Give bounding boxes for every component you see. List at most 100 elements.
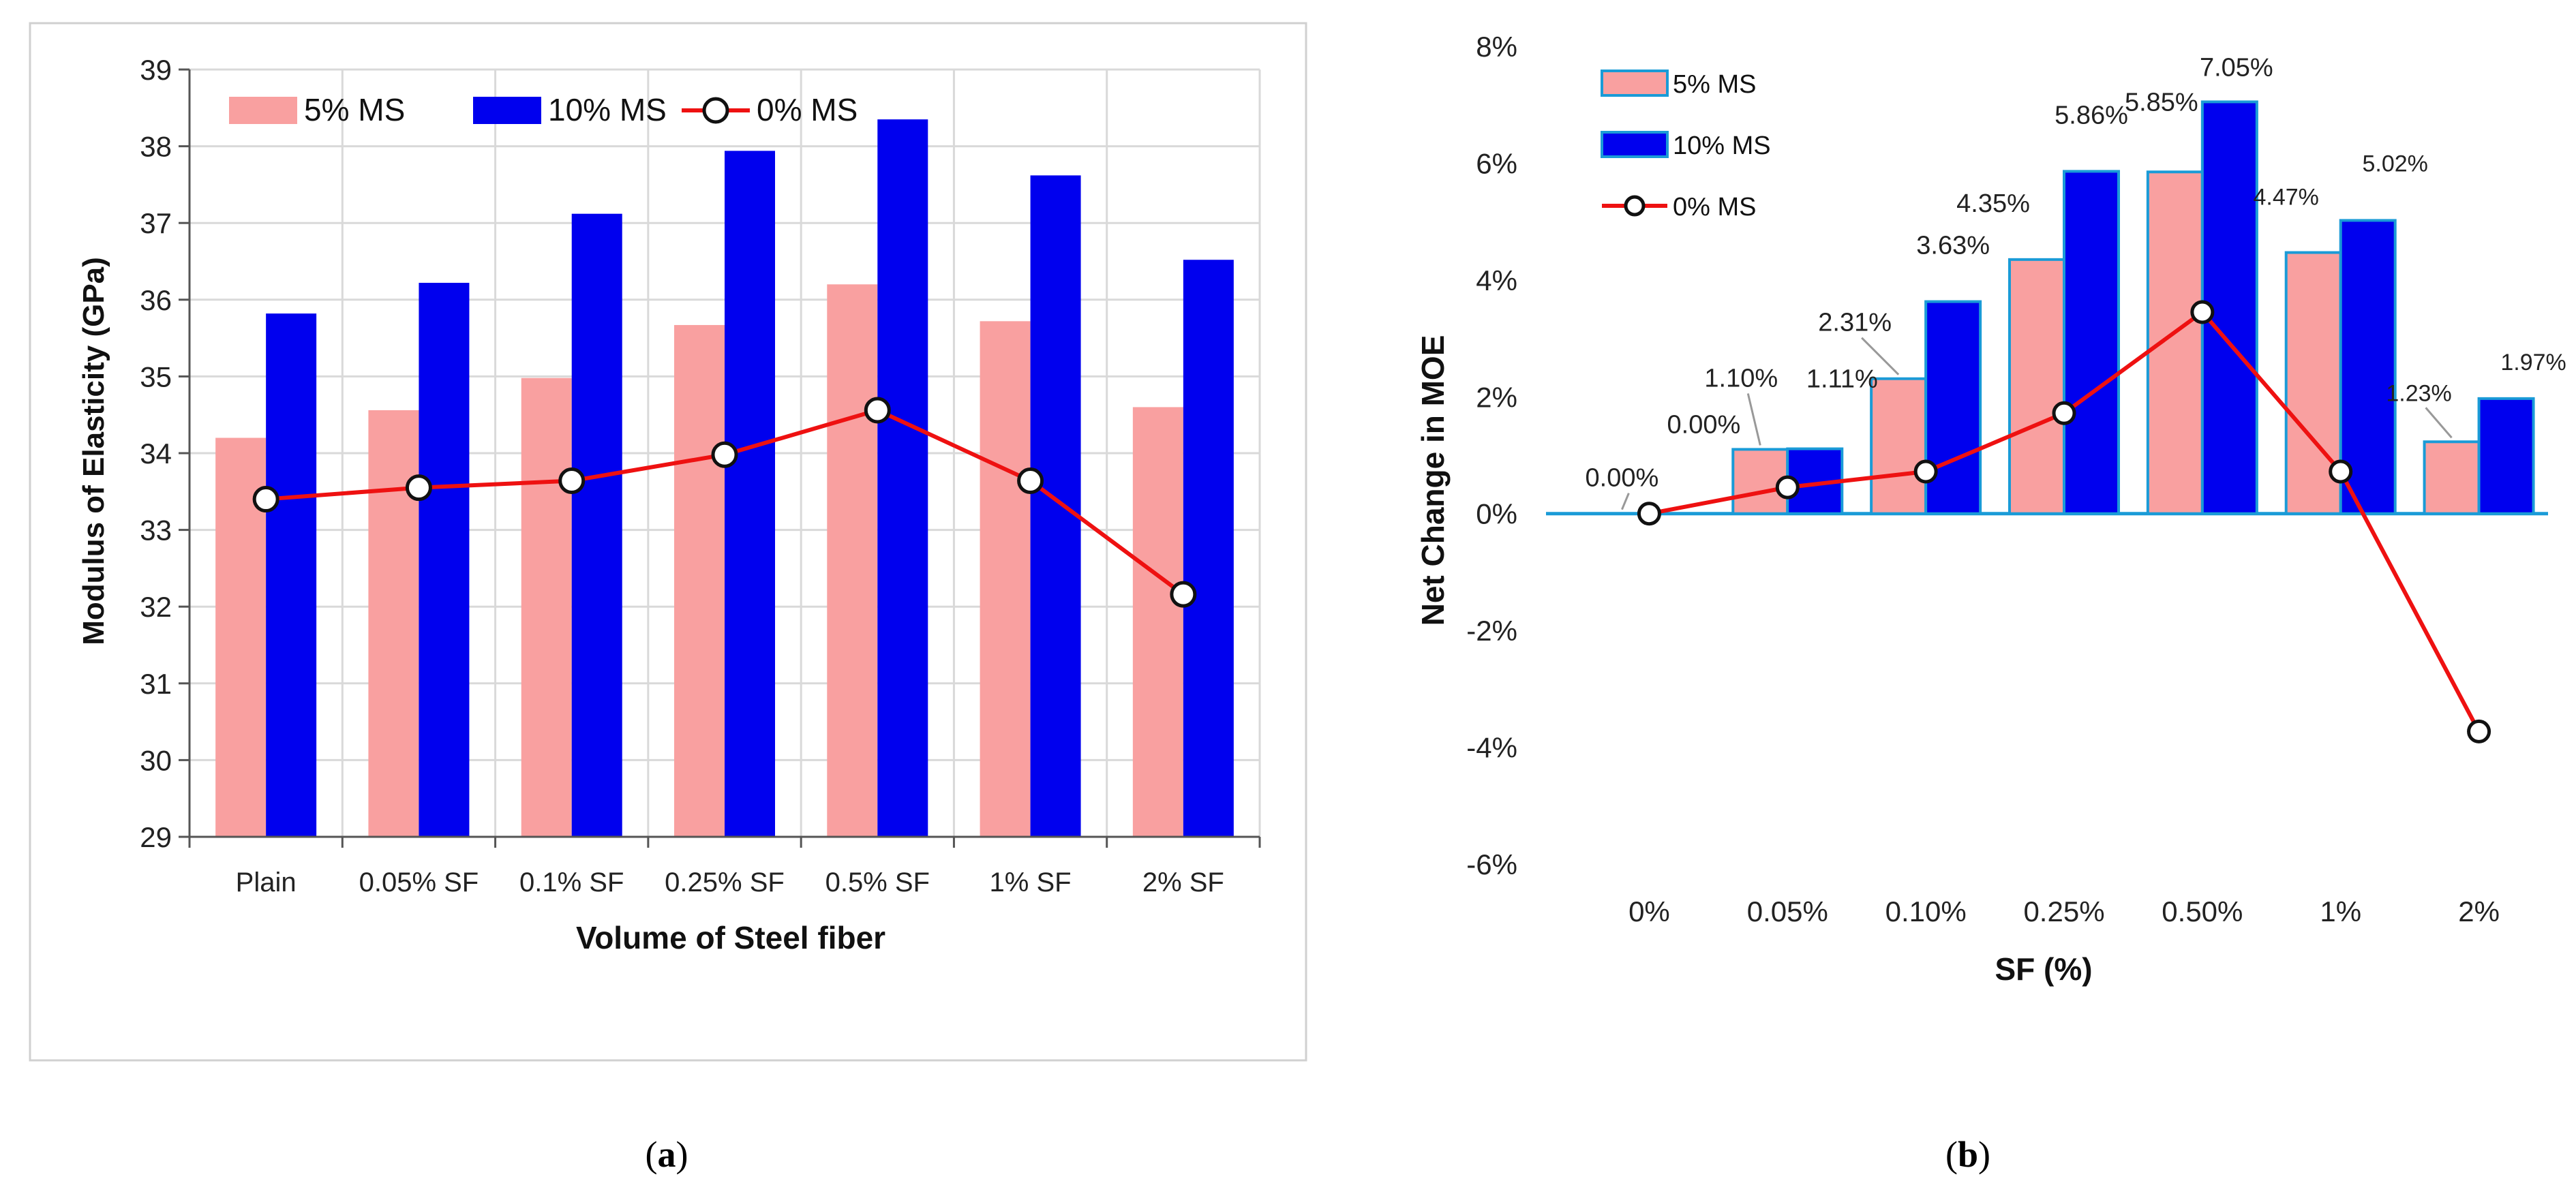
chart-b-data-label-5ms: 0.00% [1586, 464, 1659, 493]
chart-a-bar-10ms [419, 283, 470, 837]
chart-b-marker-0ms [2467, 719, 2491, 743]
chart-a-bar-10ms [571, 213, 622, 837]
chart-a-x-tick-label: 0.05% SF [359, 867, 479, 897]
caption-a-letter: a [658, 1134, 676, 1175]
chart-b-label-leader-5ms [1746, 393, 1761, 446]
chart-a-marker-0ms [252, 486, 279, 513]
chart-b-data-label-10ms: 7.05% [2200, 53, 2273, 82]
chart-a-bar-10ms [1030, 175, 1081, 837]
chart-b-y-tick-label: 4% [1476, 264, 1517, 296]
chart-a: 29 30 31 32 33 34 35 36 37 38 39 Plain 0.05% SF 0.1% … [77, 54, 1261, 955]
chart-a-x-tick-label: 0.25% SF [665, 867, 785, 897]
chart-b-y-tick-label: 0% [1476, 498, 1517, 530]
chart-b-x-tick-label: 0% [1628, 895, 1670, 927]
chart-b-x-tick-label: 0.25% [2023, 895, 2104, 927]
chart-b-x-tick-label: 2% [2458, 895, 2500, 927]
chart-a-x-tick-label: 0.1% SF [519, 867, 624, 897]
chart-a-y-axis-title: Modulus of Elasticity (GPa) [77, 257, 110, 645]
chart-b-marker-0ms [2190, 300, 2215, 324]
chart-b-legend: 5% MS 10% MS 0% MS [1601, 70, 1771, 221]
chart-a-legend-marker-0ms [702, 97, 729, 124]
chart-a-x-tick-label: 1% SF [990, 867, 1072, 897]
chart-a-legend-swatch-10ms [473, 97, 541, 124]
chart-a-frame [29, 22, 1307, 1062]
chart-a-x-tick-label: 2% SF [1142, 867, 1224, 897]
chart-a-y-tick-label: 36 [140, 284, 172, 316]
chart-b-label-leaders [1621, 337, 2453, 510]
chart-a-marker-0ms [558, 467, 586, 495]
chart-b-data-label-10ms: 1.97% [2500, 350, 2566, 375]
chart-b-bars [1731, 100, 2535, 515]
chart-b-legend-label-0ms: 0% MS [1673, 193, 1756, 221]
chart-b-label-leader-5ms [1621, 493, 1630, 510]
chart-a-bar-5ms [827, 284, 878, 837]
chart-b-bar-5ms [2146, 170, 2204, 515]
chart-b-y-tick-label: 6% [1476, 147, 1517, 179]
chart-b-data-label-5ms: 1.23% [2386, 380, 2451, 406]
chart-a-bar-10ms [725, 151, 775, 837]
chart-a-y-tick-label: 32 [140, 591, 172, 623]
chart-a-marker-0ms [864, 397, 891, 424]
chart-a-marker-0ms [1170, 581, 1197, 608]
chart-b-legend-swatch-5ms [1601, 70, 1669, 97]
chart-b-data-label-5ms: 2.31% [1818, 309, 1892, 337]
chart-b-line [1637, 300, 2491, 743]
chart-a-marker-0ms [1017, 467, 1044, 495]
chart-a-x-axis-title: Volume of Steel fiber [576, 920, 885, 955]
chart-a-bar-10ms [877, 119, 928, 838]
chart-a-bar-5ms [368, 410, 419, 837]
chart-b-data-label-10ms: 1.11% [1806, 365, 1878, 394]
chart-a-marker-0ms [405, 474, 432, 502]
chart-b-marker-0ms [1775, 475, 1800, 500]
chart-b-y-tick-label: 2% [1476, 381, 1517, 413]
chart-b-x-axis-title: SF (%) [1995, 951, 2092, 987]
chart-b-data-label-5ms: 1.10% [1704, 364, 1778, 393]
chart-b-bar-10ms [2477, 397, 2535, 515]
chart-a-y-tick-label: 34 [140, 437, 172, 470]
chart-a-legend-swatch-5ms [229, 97, 297, 124]
chart-a-legend-label-0ms: 0% MS [757, 92, 858, 127]
chart-a-marker-0ms [711, 441, 738, 468]
chart-b-y-axis-title: Net Change in MOE [1415, 335, 1451, 626]
chart-a-bar-10ms [1183, 260, 1234, 837]
chart-a-y-tick-label: 29 [140, 821, 172, 853]
chart-a-y-tick-label: 39 [140, 54, 172, 86]
chart-a-y-tick-label: 31 [140, 668, 172, 700]
chart-b-y-tick-label: -4% [1466, 732, 1517, 764]
chart-b-y-tick-label: -6% [1466, 848, 1517, 880]
chart-b-legend-marker-0ms [1624, 195, 1646, 217]
chart-b-marker-0ms [1913, 459, 1938, 484]
chart-a-bar-10ms [266, 313, 317, 837]
chart-a-x-tick-label: 0.5% SF [825, 867, 930, 897]
chart-b-x-tick-label: 0.10% [1885, 895, 1967, 927]
chart-b-marker-0ms [2329, 459, 2353, 484]
chart-a-y-tick-label: 38 [140, 131, 172, 163]
chart-b-label-leader-5ms [1861, 337, 1900, 375]
chart-b-y-tick-label: -2% [1466, 615, 1517, 647]
chart-b-y-tick-label: 8% [1476, 31, 1517, 63]
chart-b-data-label-5ms: 4.47% [2254, 185, 2319, 211]
chart-a-legend-label-5ms: 5% MS [304, 92, 405, 127]
chart-b-x-tick-label: 1% [2320, 895, 2361, 927]
chart-a-bar-5ms [980, 321, 1031, 837]
chart-b-data-label-5ms: 4.35% [1956, 189, 2030, 218]
caption-a: (a) [646, 1134, 688, 1175]
chart-b-data-label-10ms: 3.63% [1916, 232, 1990, 260]
chart-a-y-tick-label: 33 [140, 514, 172, 547]
chart-b-data-label-5ms: 5.85% [2125, 88, 2198, 117]
chart-b-x-tick-label: 0.05% [1747, 895, 1828, 927]
chart-a-bars [215, 119, 1234, 838]
chart-a-y-tick-label: 35 [140, 360, 172, 393]
chart-b-x-tick-label: 0.50% [2162, 895, 2243, 927]
chart-b-axes: -6% -4% -2% 0% 2% 4% 6% 8% 0% 0.05% 0.10% 0.25% 0.50… [1466, 31, 2548, 927]
chart-b-bar-5ms [2423, 440, 2481, 515]
chart-b-legend-label-5ms: 5% MS [1673, 70, 1756, 99]
chart-b-legend-swatch-10ms [1601, 131, 1669, 158]
chart-b-legend-label-10ms: 10% MS [1673, 132, 1771, 160]
chart-b-bar-10ms [1924, 300, 1982, 515]
chart-b-data-labels: 0.00% 0.00% 1.10% 1.11% 2.31% 3.63% 4.35% 5.86%… [1586, 53, 2566, 492]
chart-b-marker-0ms [2052, 401, 2076, 425]
chart-a-bar-5ms [521, 378, 572, 837]
chart-b-label-leader-5ms [2425, 407, 2453, 439]
